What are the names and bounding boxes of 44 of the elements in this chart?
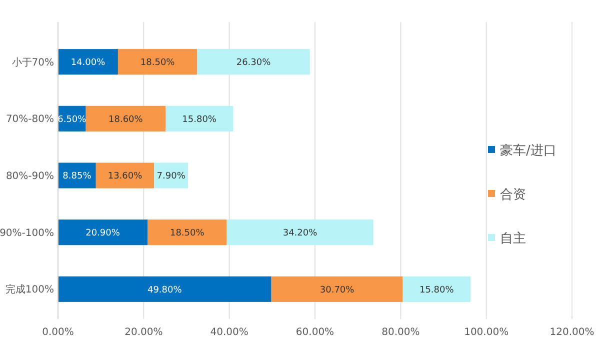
- x-tick-label: 120.00%: [550, 327, 594, 338]
- data-label: 15.80%: [182, 114, 217, 125]
- bar: [58, 49, 118, 75]
- y-tick-label: 80%-90%: [6, 171, 54, 182]
- bar: [86, 106, 166, 132]
- data-label: 14.00%: [70, 58, 106, 68]
- bar: [58, 276, 272, 302]
- data-label: 20.90%: [86, 228, 120, 238]
- data-label: 8.85%: [62, 172, 92, 182]
- data-label: 6.50%: [58, 114, 87, 125]
- bar: [58, 220, 148, 246]
- bar: [271, 276, 403, 302]
- bar: [96, 162, 154, 188]
- data-label: 18.50%: [140, 58, 176, 68]
- x-tick-label: 60.00%: [296, 327, 334, 338]
- data-label: 34.20%: [282, 228, 318, 238]
- data-label: 18.60%: [108, 114, 144, 125]
- x-tick-label: 100.00%: [464, 327, 509, 338]
- data-label: 18.50%: [170, 228, 205, 238]
- legend-label: 合资: [500, 188, 526, 203]
- bar: [118, 49, 198, 75]
- bar: [197, 49, 310, 75]
- bar: [154, 162, 188, 188]
- x-tick-label: 0.00%: [42, 327, 74, 338]
- y-tick-label: 70%-80%: [6, 114, 54, 126]
- data-label: 13.60%: [108, 172, 143, 182]
- x-tick-label: 40.00%: [210, 327, 248, 338]
- data-label: 30.70%: [320, 285, 355, 296]
- bar: [226, 220, 374, 246]
- bar: [58, 162, 96, 188]
- legend-label: 豪车/进口: [500, 144, 556, 159]
- data-label: 15.80%: [419, 285, 454, 296]
- y-tick-label: 完成100%: [5, 284, 54, 296]
- bar: [148, 220, 227, 246]
- x-tick-label: 80.00%: [382, 327, 420, 338]
- legend-label: 自主: [500, 230, 526, 247]
- data-label: 49.80%: [147, 285, 182, 296]
- bar: [402, 276, 470, 302]
- x-tick-label: 20.00%: [124, 327, 163, 338]
- data-label: 7.90%: [156, 172, 186, 182]
- bar: [166, 106, 234, 132]
- data-label: 26.30%: [236, 58, 272, 68]
- y-tick-label: 90%-100%: [0, 228, 54, 239]
- y-tick-label: 小于70%: [12, 56, 54, 68]
